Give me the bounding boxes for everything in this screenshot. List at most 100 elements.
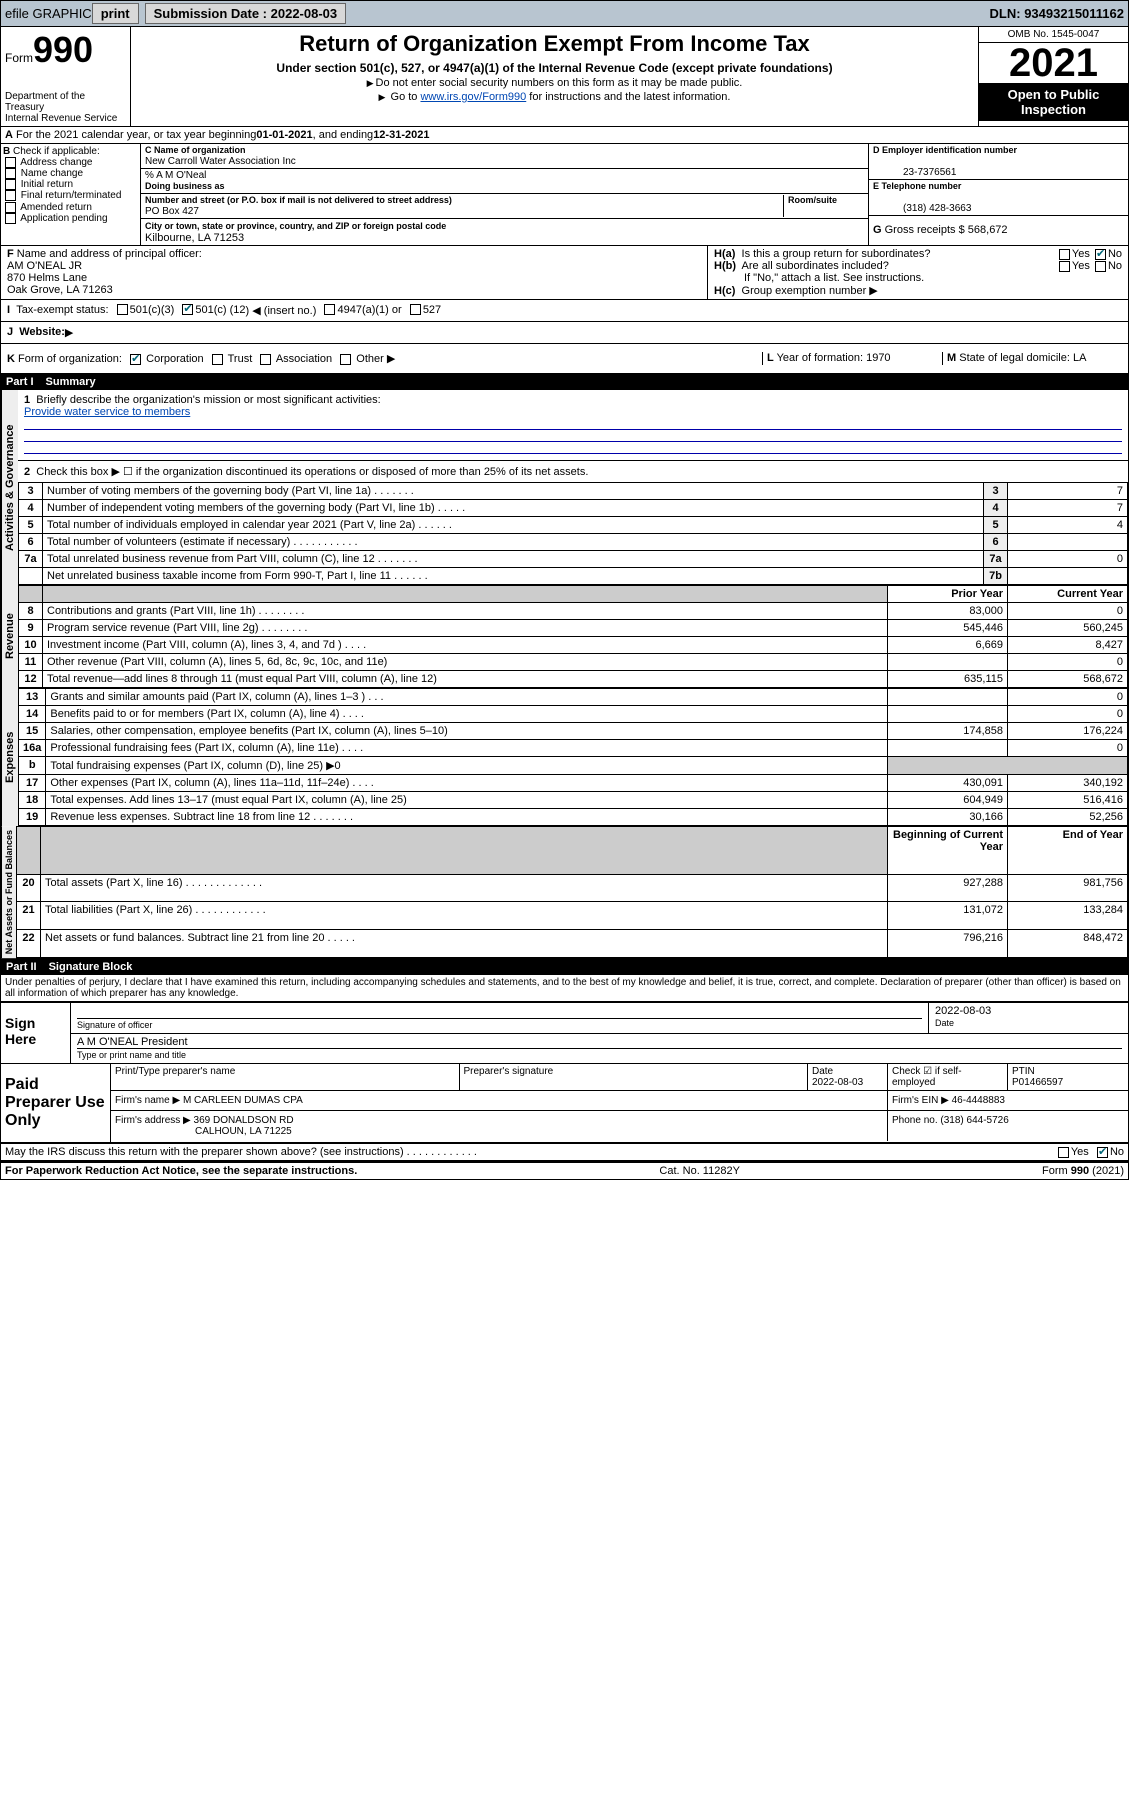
form-subtitle: Under section 501(c), 527, or 4947(a)(1)…: [135, 61, 974, 75]
care-of: % A M O'Neal: [145, 170, 206, 181]
opt-501c-pre: 501(c) (: [195, 304, 233, 317]
q1-text: Briefly describe the organization's miss…: [36, 394, 380, 406]
table-row: 8Contributions and grants (Part VIII, li…: [19, 603, 1128, 620]
4947-checkbox[interactable]: [324, 304, 335, 315]
q2-block: 2 Check this box ▶ ☐ if the organization…: [18, 461, 1128, 482]
phone-label: Telephone number: [882, 181, 962, 191]
note2-pre: Go to: [391, 91, 421, 103]
sig-date-value: 2022-08-03: [935, 1005, 991, 1017]
netassets-table: Beginning of Current YearEnd of Year20To…: [16, 826, 1128, 958]
table-row: Net unrelated business taxable income fr…: [19, 568, 1128, 585]
k-assoc-checkbox[interactable]: [260, 354, 271, 365]
name-label: Name of organization: [154, 145, 246, 155]
form-note-2: Go to www.irs.gov/Form990 for instructio…: [135, 91, 974, 103]
may-irs-row: May the IRS discuss this return with the…: [0, 1144, 1129, 1161]
b-checkbox[interactable]: [5, 190, 16, 201]
ha-no-checkbox[interactable]: [1095, 249, 1106, 260]
form-title: Return of Organization Exempt From Incom…: [135, 31, 974, 57]
inspect-line1: Open to Public: [983, 87, 1124, 102]
sidebar-revenue: Revenue: [1, 585, 18, 688]
sign-here-label: Sign Here: [1, 1003, 71, 1063]
hb-text: Are all subordinates included?: [742, 260, 889, 272]
line-a-mid: , and ending: [313, 129, 374, 141]
part1-label: Part I: [6, 376, 46, 388]
netassets-section: Net Assets or Fund Balances Beginning of…: [0, 826, 1129, 959]
527-checkbox[interactable]: [410, 304, 421, 315]
b-checkbox[interactable]: [5, 168, 16, 179]
may-irs-text: May the IRS discuss this return with the…: [5, 1146, 477, 1158]
q1-block: 1 Briefly describe the organization's mi…: [18, 390, 1128, 461]
firm-addr2: CALHOUN, LA 71225: [115, 1126, 292, 1137]
part2-header: Part II Signature Block: [0, 959, 1129, 975]
b-item: Initial return: [3, 179, 138, 190]
j-label: Website:: [19, 326, 65, 339]
table-row: 22Net assets or fund balances. Subtract …: [17, 930, 1128, 958]
line-a: A For the 2021 calendar year, or tax yea…: [0, 127, 1129, 144]
org-name: New Carroll Water Association Inc: [145, 156, 296, 167]
501c-checkbox[interactable]: [182, 304, 193, 315]
line-i: I Tax-exempt status: 501(c)(3) 501(c) (1…: [0, 300, 1129, 322]
table-header-row: Prior YearCurrent Year: [19, 586, 1128, 603]
501c3-checkbox[interactable]: [117, 304, 128, 315]
gross-label: Gross receipts $: [885, 224, 965, 236]
form-header-right: OMB No. 1545-0047 2021 Open to Public In…: [978, 27, 1128, 126]
table-row: 20Total assets (Part X, line 16) . . . .…: [17, 874, 1128, 902]
type-name-label: Type or print name and title: [77, 1050, 186, 1060]
f-label: Name and address of principal officer:: [17, 248, 202, 260]
no-label: No: [1110, 1146, 1124, 1158]
b-checkbox[interactable]: [5, 157, 16, 168]
table-row: 18Total expenses. Add lines 13–17 (must …: [19, 792, 1128, 809]
print-button[interactable]: print: [92, 3, 139, 24]
sidebar-governance: Activities & Governance: [1, 390, 18, 585]
part2-label: Part II: [6, 961, 49, 973]
table-row: 10Investment income (Part VIII, column (…: [19, 637, 1128, 654]
pra-notice: For Paperwork Reduction Act Notice, see …: [5, 1165, 357, 1177]
expenses-table: 13Grants and similar amounts paid (Part …: [18, 688, 1128, 826]
hb-yes-checkbox[interactable]: [1059, 261, 1070, 272]
table-row: 12Total revenue—add lines 8 through 11 (…: [19, 671, 1128, 688]
section-f: F Name and address of principal officer:…: [1, 246, 708, 299]
submission-date-box: Submission Date : 2022-08-03: [145, 3, 347, 24]
b-checkbox[interactable]: [5, 179, 16, 190]
firm-addr1: 369 DONALDSON RD: [194, 1115, 294, 1126]
form-header-mid: Return of Organization Exempt From Incom…: [131, 27, 978, 126]
cat-no: Cat. No. 11282Y: [659, 1165, 740, 1177]
irs-label: Internal Revenue Service: [5, 113, 126, 124]
city-cell: City or town, state or province, country…: [141, 219, 868, 245]
hb-no-checkbox[interactable]: [1095, 261, 1106, 272]
hc-text: Group exemption number: [742, 285, 867, 297]
part1-title: Summary: [46, 376, 96, 388]
opt-527: 527: [423, 304, 441, 317]
form990-link[interactable]: www.irs.gov/Form990: [420, 91, 526, 103]
signature-block: Sign Here Signature of officer 2022-08-0…: [0, 1002, 1129, 1144]
ha-text: Is this a group return for subordinates?: [742, 248, 931, 260]
note2-post: for instructions and the latest informat…: [526, 91, 730, 103]
m-label: State of legal domicile:: [959, 352, 1070, 364]
b-item: Name change: [3, 168, 138, 179]
k-other-checkbox[interactable]: [340, 354, 351, 365]
yes-label: Yes: [1071, 1146, 1089, 1158]
line-klm: K Form of organization: Corporation Trus…: [0, 344, 1129, 374]
mission-line: [24, 420, 1122, 430]
b-checkbox[interactable]: [5, 213, 16, 224]
efile-label: efile GRAPHIC: [5, 6, 92, 21]
k-trust-checkbox[interactable]: [212, 354, 223, 365]
city-label: City or town, state or province, country…: [145, 221, 446, 231]
submission-date-value: 2022-08-03: [271, 6, 338, 21]
form-header-left: Form990 Department of the Treasury Inter…: [1, 27, 131, 126]
mayirs-yes-checkbox[interactable]: [1058, 1147, 1069, 1158]
street-label: Number and street (or P.O. box if mail i…: [145, 195, 452, 205]
revenue-section: Revenue Prior YearCurrent Year8Contribut…: [0, 585, 1129, 688]
k-corp-checkbox[interactable]: [130, 354, 141, 365]
prep-phone: (318) 644-5726: [940, 1115, 1008, 1126]
officer-signature-line[interactable]: [77, 1005, 922, 1019]
b-checkbox[interactable]: [5, 202, 16, 213]
b-items: Address change Name change Initial retur…: [3, 157, 138, 224]
mayirs-no-checkbox[interactable]: [1097, 1147, 1108, 1158]
org-name-cell: C Name of organization New Carroll Water…: [141, 144, 868, 169]
opt-501c-post: ) ◀ (insert no.): [246, 304, 317, 317]
room-label: Room/suite: [788, 195, 837, 205]
ha-yes-checkbox[interactable]: [1059, 249, 1070, 260]
table-row: 19Revenue less expenses. Subtract line 1…: [19, 809, 1128, 826]
mission-text[interactable]: Provide water service to members: [24, 406, 190, 418]
